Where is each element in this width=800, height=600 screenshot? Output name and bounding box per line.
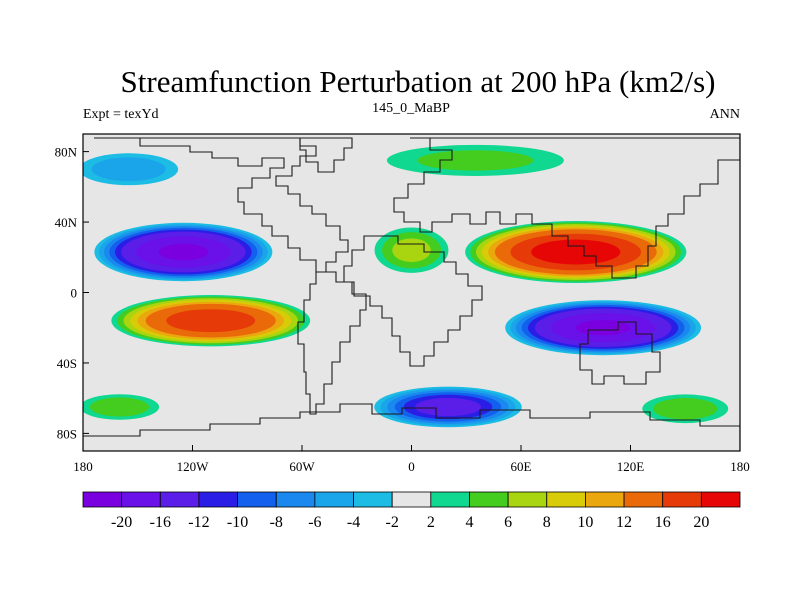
feature-6 <box>83 153 179 186</box>
colorbar-swatch <box>353 491 393 508</box>
colorbar-swatch <box>275 491 316 508</box>
contour-level <box>417 150 534 171</box>
contour-level <box>531 239 621 265</box>
feature-5 <box>386 144 564 176</box>
coastline-africa <box>343 235 483 367</box>
figure-title: Streamfunction Perturbation at 200 hPa (… <box>121 64 716 99</box>
streamfunction-field <box>83 144 729 428</box>
contour-level <box>166 309 256 333</box>
coastline-antarctica <box>83 403 740 451</box>
colorbar-label: 10 <box>577 514 593 531</box>
x-tick-label: 60W <box>289 459 315 474</box>
x-axis: 180 120W 60W 0 60E 120E 180 <box>73 445 750 474</box>
y-tick-label: 0 <box>71 286 78 301</box>
colorbar-swatch <box>623 491 664 508</box>
coastline-north-america <box>94 137 349 273</box>
coastline-south-america <box>297 271 367 415</box>
colorbar-swatch <box>546 491 586 508</box>
colorbar-swatch <box>662 491 702 508</box>
colorbar-label: 2 <box>427 514 435 531</box>
colorbar-swatch <box>159 491 200 508</box>
feature-7 <box>374 227 449 273</box>
colorbar-swatch <box>469 491 509 508</box>
y-axis: 80N 40N 0 40S 80S <box>55 145 89 441</box>
feature-8 <box>642 394 729 424</box>
y-tick-label: 40S <box>57 356 77 371</box>
colorbar-label: 20 <box>693 514 709 531</box>
colorbar-label: -6 <box>308 514 321 531</box>
contour-level <box>653 398 718 420</box>
y-tick-label: 80S <box>57 426 77 441</box>
subtitle-right: ANN <box>710 107 740 122</box>
x-tick-label: 180 <box>73 459 93 474</box>
colorbar-swatch <box>121 491 161 508</box>
contour-level <box>89 397 150 417</box>
y-tick-label: 40N <box>55 215 78 230</box>
y-tick-label: 80N <box>55 145 78 160</box>
feature-9 <box>83 394 160 420</box>
colorbar-swatch <box>314 491 354 508</box>
colorbar-swatch <box>700 491 741 508</box>
contour-level <box>91 157 166 182</box>
colorbar-label: -4 <box>347 514 360 531</box>
feature-0 <box>94 222 273 282</box>
colorbar-label: 12 <box>616 514 632 531</box>
colorbar-swatch <box>82 491 123 508</box>
colorbar-swatch <box>430 491 470 508</box>
colorbar: -20 -16 -12 -10 -8 -6 -4 -2 2 4 6 8 10 12 16 20 <box>82 491 741 531</box>
contour-level <box>415 397 481 417</box>
coastlines <box>83 137 740 451</box>
colorbar-label: -8 <box>270 514 283 531</box>
subtitle-left: Expt = texYd <box>83 107 159 122</box>
x-tick-label: 120E <box>617 459 645 474</box>
colorbar-label: -12 <box>188 514 209 531</box>
x-tick-label: 60E <box>511 459 532 474</box>
feature-4 <box>374 386 522 428</box>
feature-3 <box>505 300 702 356</box>
colorbar-label: -2 <box>386 514 399 531</box>
x-tick-label: 120W <box>177 459 210 474</box>
colorbar-label: 16 <box>655 514 671 531</box>
colorbar-swatch <box>585 491 625 508</box>
colorbar-swatch <box>237 491 277 508</box>
colorbar-label: 8 <box>543 514 551 531</box>
colorbar-swatch <box>391 491 432 508</box>
subtitle-center: 145_0_MaBP <box>372 101 450 116</box>
coastline-australia <box>579 321 661 385</box>
colorbar-swatch <box>507 491 548 508</box>
x-tick-label: 0 <box>408 459 415 474</box>
x-tick-label: 180 <box>730 459 750 474</box>
colorbar-label: 4 <box>465 514 473 531</box>
colorbar-swatch <box>198 491 238 508</box>
contour-level <box>158 243 209 261</box>
feature-2 <box>465 221 687 283</box>
contour-level <box>575 320 631 336</box>
colorbar-label: 6 <box>504 514 512 531</box>
colorbar-label: -20 <box>111 514 132 531</box>
coastline-greenland <box>299 137 353 173</box>
feature-1 <box>111 294 311 347</box>
coastline-eurasia <box>393 137 740 279</box>
colorbar-label: -16 <box>150 514 171 531</box>
colorbar-label: -10 <box>227 514 248 531</box>
